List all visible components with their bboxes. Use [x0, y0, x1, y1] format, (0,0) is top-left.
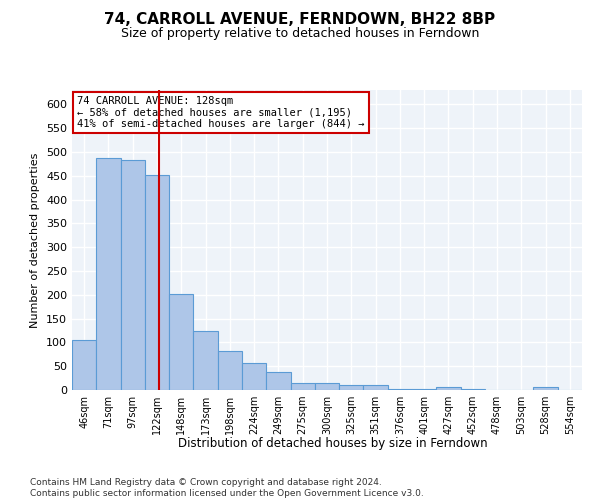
Bar [145, 175, 169, 390]
Text: Distribution of detached houses by size in Ferndown: Distribution of detached houses by size … [178, 438, 488, 450]
Bar [461, 389, 485, 390]
Bar [315, 383, 339, 390]
Bar [388, 389, 412, 390]
Bar [169, 294, 193, 390]
Bar [121, 160, 145, 390]
Bar [364, 385, 388, 390]
Bar [72, 340, 96, 390]
Y-axis label: Number of detached properties: Number of detached properties [31, 152, 40, 328]
Bar [242, 363, 266, 390]
Text: Size of property relative to detached houses in Ferndown: Size of property relative to detached ho… [121, 28, 479, 40]
Bar [266, 372, 290, 390]
Bar [193, 332, 218, 390]
Bar [290, 383, 315, 390]
Text: Contains HM Land Registry data © Crown copyright and database right 2024.
Contai: Contains HM Land Registry data © Crown c… [30, 478, 424, 498]
Bar [339, 385, 364, 390]
Bar [436, 386, 461, 390]
Bar [218, 351, 242, 390]
Bar [412, 389, 436, 390]
Bar [533, 386, 558, 390]
Bar [96, 158, 121, 390]
Text: 74, CARROLL AVENUE, FERNDOWN, BH22 8BP: 74, CARROLL AVENUE, FERNDOWN, BH22 8BP [104, 12, 496, 28]
Text: 74 CARROLL AVENUE: 128sqm
← 58% of detached houses are smaller (1,195)
41% of se: 74 CARROLL AVENUE: 128sqm ← 58% of detac… [77, 96, 365, 129]
